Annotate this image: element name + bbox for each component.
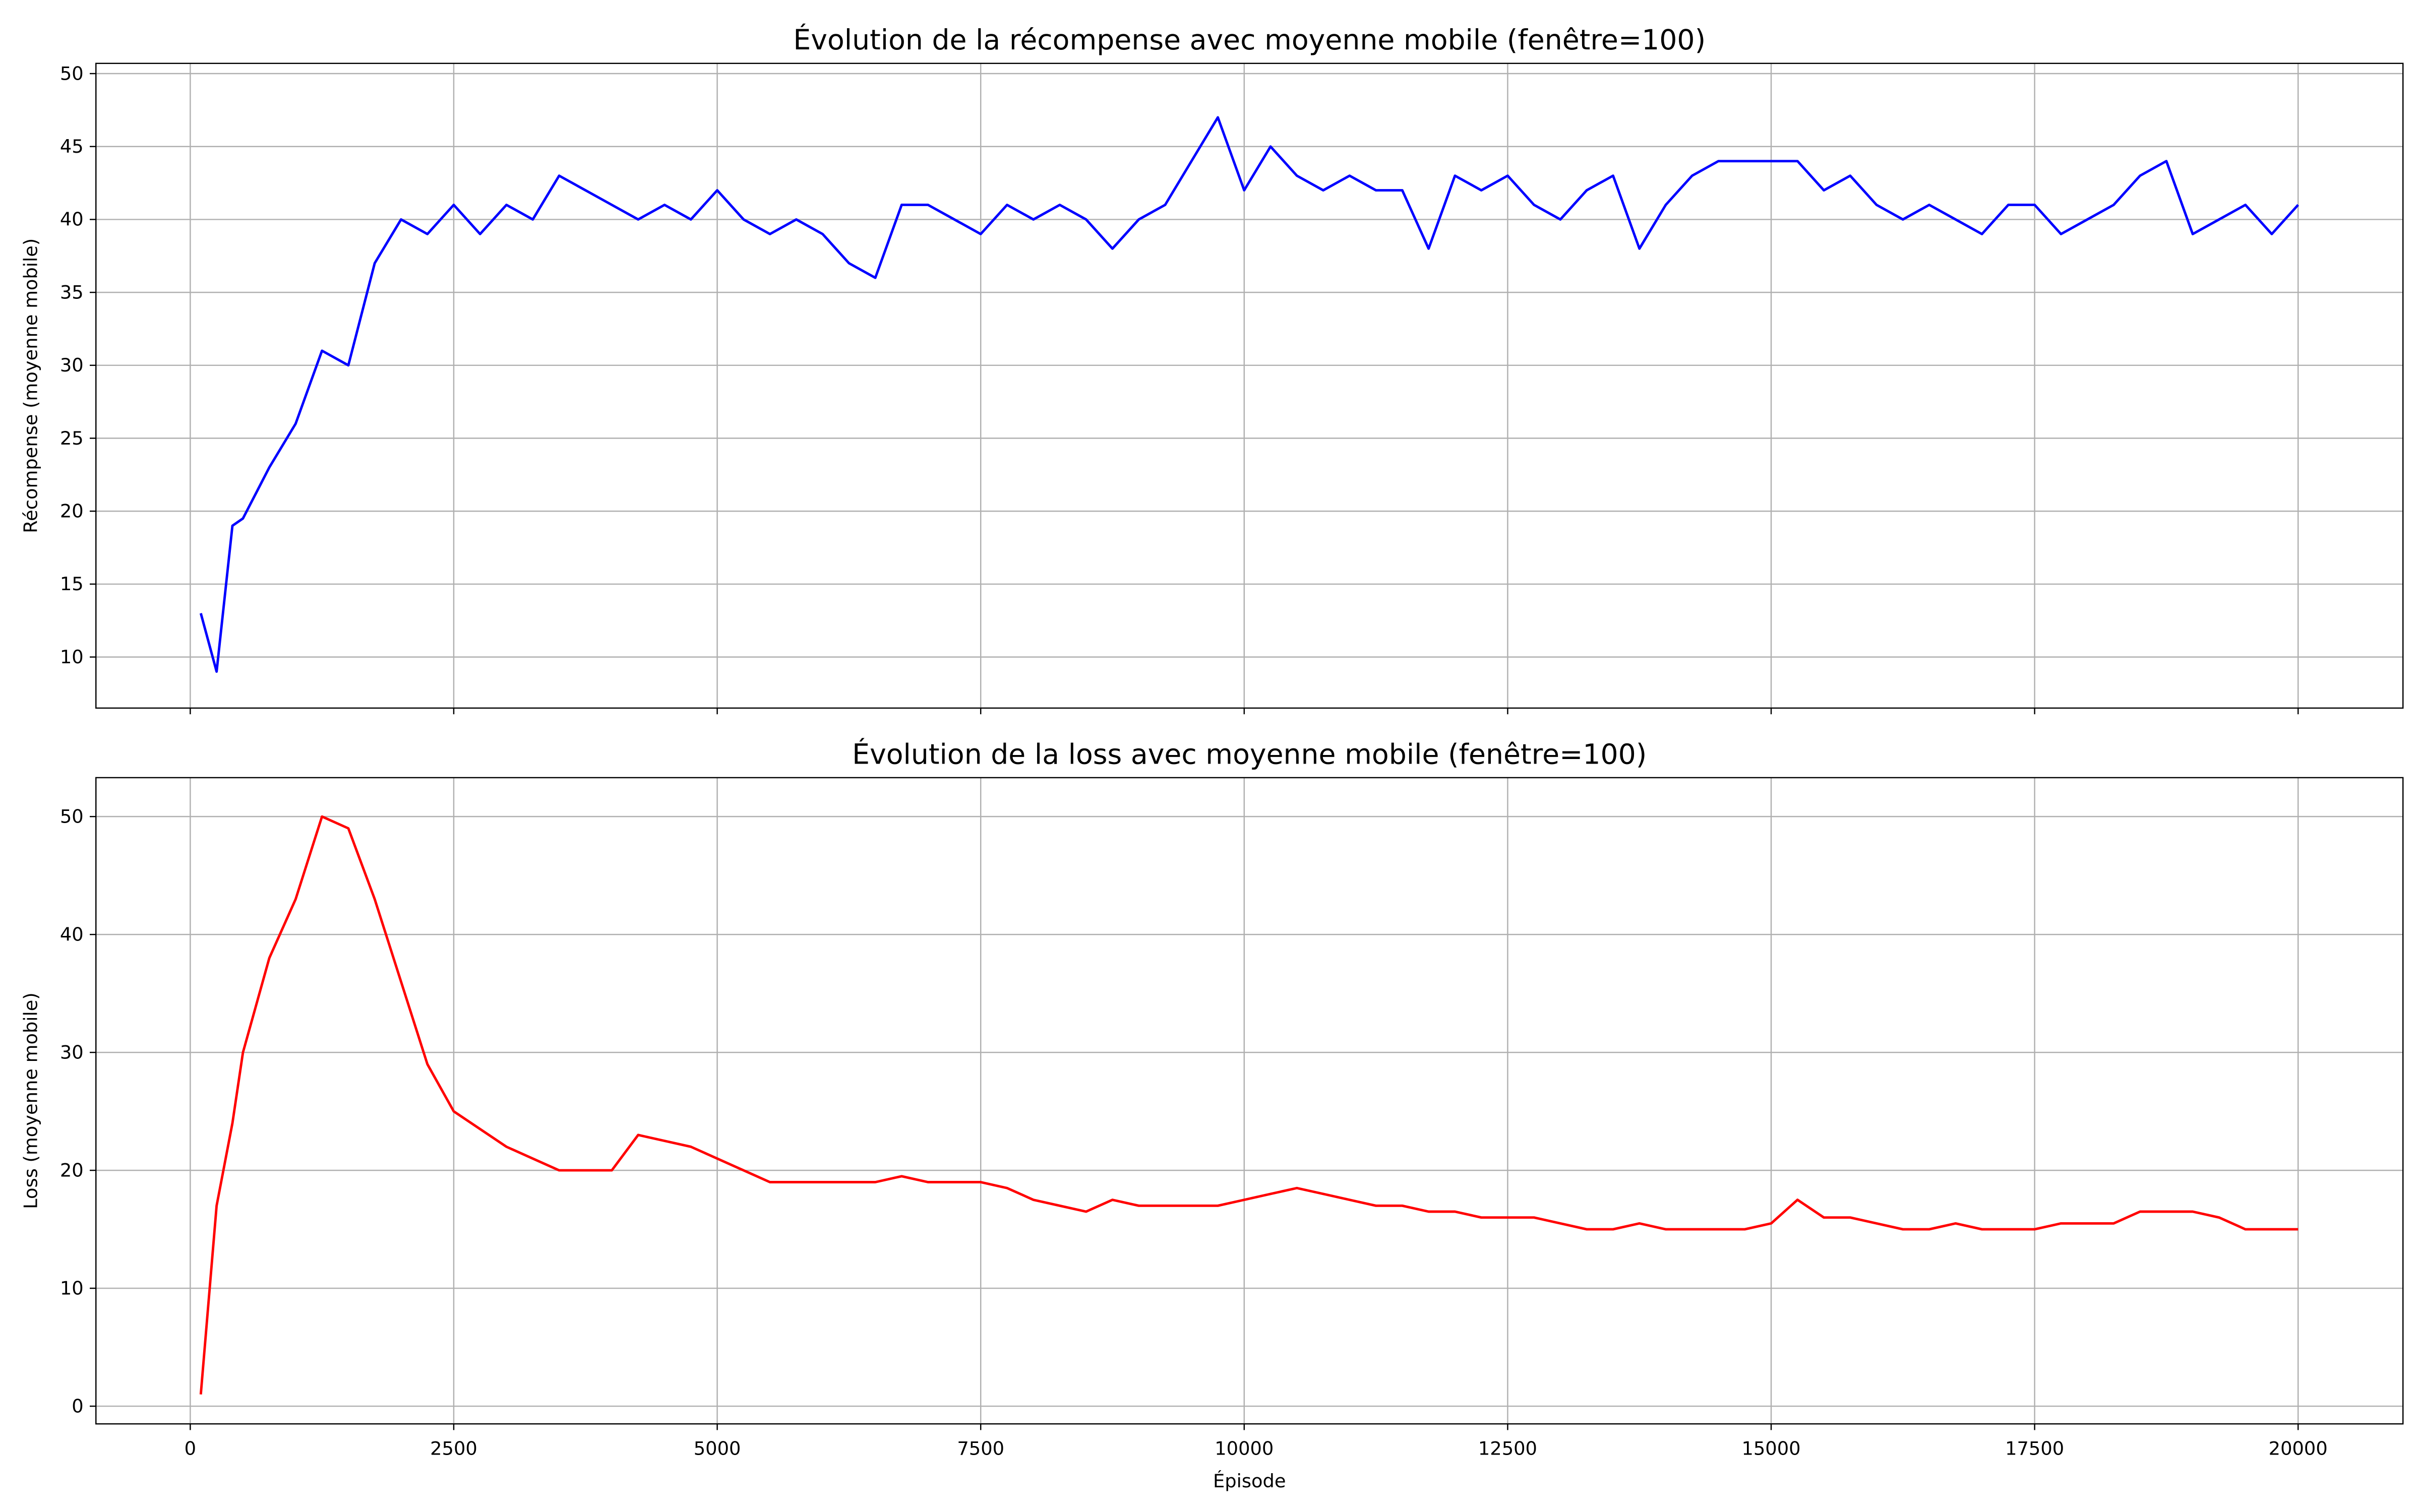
y-tick-label: 45 — [60, 136, 84, 157]
data-line — [199, 116, 2300, 673]
y-tick-label: 30 — [60, 354, 84, 376]
y-tick-label: 10 — [60, 1277, 84, 1299]
y-tick-label: 0 — [72, 1395, 83, 1417]
x-axis-label: Épisode — [1213, 1470, 1286, 1492]
y-tick-label: 40 — [60, 209, 84, 230]
plot-frame — [95, 777, 2404, 1425]
chart-title: Évolution de la récompense avec moyenne … — [793, 24, 1706, 56]
y-tick-label: 20 — [60, 500, 84, 522]
y-axis-label: Récompense (moyenne mobile) — [20, 238, 42, 533]
x-tick-label: 2500 — [430, 1438, 477, 1460]
y-tick-label: 25 — [60, 427, 84, 449]
y-tick-label: 40 — [60, 923, 84, 945]
data-line — [199, 815, 2298, 1395]
y-tick-label: 10 — [60, 646, 84, 668]
y-tick-label: 50 — [60, 62, 84, 84]
x-tick-label: 17500 — [2005, 1438, 2064, 1460]
y-tick-label: 30 — [60, 1041, 84, 1063]
x-tick-label: 5000 — [694, 1438, 741, 1460]
y-tick-label: 15 — [60, 573, 84, 595]
y-tick-label: 20 — [60, 1159, 84, 1181]
x-tick-label: 20000 — [2269, 1438, 2328, 1460]
x-tick-label: 15000 — [1741, 1438, 1800, 1460]
x-tick-label: 10000 — [1215, 1438, 1274, 1460]
plot-frame — [95, 62, 2404, 709]
chart-title: Évolution de la loss avec moyenne mobile… — [852, 738, 1647, 771]
y-tick-label: 50 — [60, 805, 84, 827]
y-axis-label: Loss (moyenne mobile) — [20, 992, 42, 1209]
x-tick-label: 7500 — [957, 1438, 1004, 1460]
x-tick-label: 12500 — [1478, 1438, 1537, 1460]
y-tick-label: 35 — [60, 281, 84, 303]
x-tick-label: 0 — [185, 1438, 196, 1460]
